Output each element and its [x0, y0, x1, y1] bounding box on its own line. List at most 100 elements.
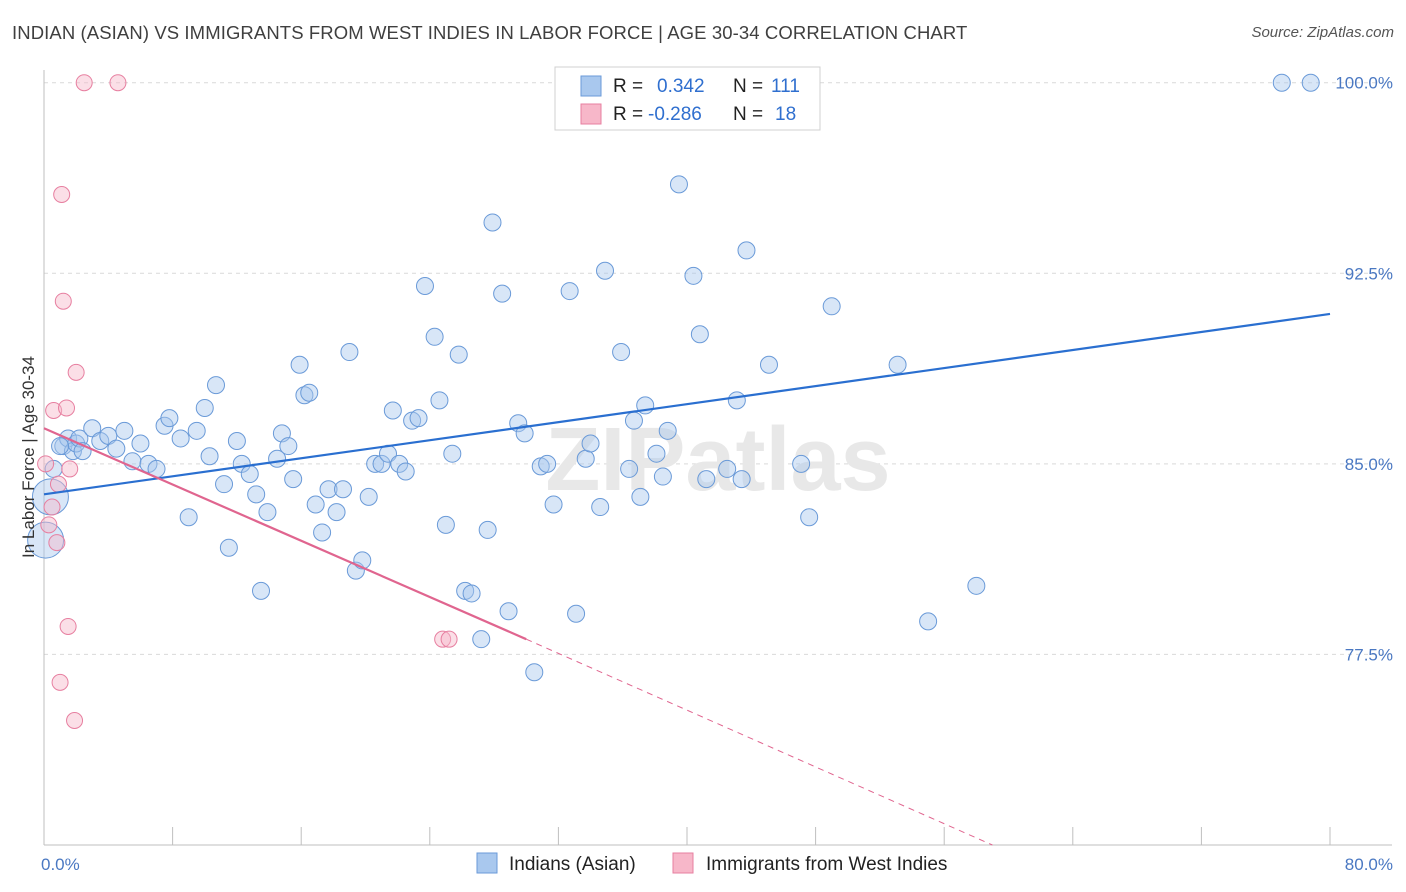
trend-line-indians-asian: [43, 312, 1331, 496]
watermark: ZIPatlas: [545, 410, 890, 510]
bottom-legend-swatch-pink: [672, 852, 694, 874]
legend-r-value-1: 0.342: [657, 76, 705, 97]
legend-r-label-2: R =: [613, 104, 643, 125]
data-point-indians-asian: [653, 467, 672, 486]
data-point-indians-asian: [160, 409, 179, 428]
data-point-indians-asian: [340, 343, 359, 362]
data-point-west-indies: [67, 363, 85, 381]
data-point-indians-asian: [179, 508, 198, 527]
data-point-indians-asian: [436, 515, 455, 534]
data-point-indians-asian: [99, 426, 118, 445]
data-point-indians-asian: [567, 604, 586, 623]
data-point-indians-asian: [800, 508, 819, 527]
data-point-west-indies: [40, 516, 58, 534]
series-legend: Indians (Asian) Immigrants from West Ind…: [476, 852, 947, 875]
data-point-indians-asian: [171, 429, 190, 448]
data-point-indians-asian: [620, 459, 639, 478]
data-point-indians-asian: [647, 444, 666, 463]
data-point-west-indies: [109, 74, 127, 92]
data-point-west-indies: [61, 460, 79, 478]
legend-r-value-2: -0.286: [648, 104, 702, 125]
data-point-indians-asian: [313, 523, 332, 542]
data-point-indians-asian: [252, 581, 271, 600]
stats-legend: R = 0.342 N = 111 R = -0.286 N = 18: [554, 66, 821, 131]
data-point-indians-asian: [430, 391, 449, 410]
data-point-indians-asian: [591, 498, 610, 517]
data-point-indians-asian: [240, 465, 259, 484]
data-point-indians-asian: [483, 213, 502, 232]
data-point-indians-asian: [200, 447, 219, 466]
data-point-indians-asian: [83, 419, 102, 438]
data-point-indians-asian: [396, 462, 415, 481]
data-point-indians-asian: [443, 444, 462, 463]
data-point-indians-asian: [544, 495, 563, 514]
data-point-west-indies: [75, 74, 93, 92]
legend-n-label-1: N =: [733, 76, 763, 97]
data-point-indians-asian: [131, 434, 150, 453]
data-point-indians-asian: [366, 454, 385, 473]
data-point-west-indies: [45, 401, 63, 419]
data-point-indians-asian: [333, 480, 352, 499]
x-tick-labels: 0.0% 80.0%: [41, 855, 1393, 874]
legend-r-label-1: R =: [613, 76, 643, 97]
data-point-indians-asian: [215, 475, 234, 494]
data-point-indians-asian: [372, 454, 391, 473]
data-point-indians-asian: [327, 503, 346, 522]
data-point-indians-asian: [425, 327, 444, 346]
data-point-indians-asian: [415, 276, 434, 295]
legend-swatch-pink: [580, 103, 602, 125]
legend-swatch-blue: [580, 75, 602, 97]
data-point-west-indies: [54, 292, 72, 310]
data-point-indians-asian: [576, 449, 595, 468]
data-point-west-indies: [53, 186, 71, 204]
data-point-indians-asian: [515, 424, 534, 443]
data-point-west-indies: [59, 617, 77, 635]
data-point-indians-asian: [919, 612, 938, 631]
grid-lines: [44, 82, 1392, 655]
data-point-indians-asian: [684, 266, 703, 285]
data-point-indians-asian: [718, 459, 737, 478]
data-point-west-indies: [37, 455, 55, 473]
y-tick-label: 77.5%: [1345, 645, 1393, 664]
data-point-indians-asian: [359, 487, 378, 506]
data-point-indians-asian: [658, 421, 677, 440]
trend-line-west-indies: [43, 427, 527, 641]
axes: [43, 70, 1392, 846]
data-point-indians-asian: [227, 431, 246, 450]
data-point-indians-asian: [284, 470, 303, 489]
data-point-indians-asian: [207, 376, 226, 395]
data-point-indians-asian: [306, 495, 325, 514]
data-point-indians-asian: [727, 391, 746, 410]
trend-line-west-indies-extension: [526, 638, 993, 846]
data-point-indians-asian: [27, 521, 65, 559]
data-point-indians-asian: [792, 454, 811, 473]
data-point-west-indies: [440, 630, 458, 648]
data-point-west-indies: [66, 711, 84, 729]
data-point-indians-asian: [383, 401, 402, 420]
data-point-indians-asian: [737, 241, 756, 260]
data-point-indians-asian: [1301, 73, 1320, 92]
data-point-indians-asian: [538, 454, 557, 473]
bottom-legend-label-2: Immigrants from West Indies: [706, 854, 947, 875]
data-point-indians-asian: [449, 345, 468, 364]
data-point-indians-asian: [409, 409, 428, 428]
data-point-indians-asian: [115, 421, 134, 440]
series-indians-asian: [27, 73, 1320, 682]
data-point-indians-asian: [219, 538, 238, 557]
y-tick-label: 92.5%: [1345, 264, 1393, 283]
data-point-indians-asian: [300, 383, 319, 402]
series-immigrants-west-indies: [37, 74, 458, 729]
data-point-indians-asian: [560, 282, 579, 301]
data-point-west-indies: [58, 399, 76, 417]
data-point-indians-asian: [247, 485, 266, 504]
data-point-indians-asian: [195, 398, 214, 417]
data-point-west-indies: [434, 630, 452, 648]
data-point-indians-asian: [732, 470, 751, 489]
data-point-indians-asian: [472, 630, 491, 649]
data-point-indians-asian: [319, 480, 338, 499]
data-point-indians-asian: [822, 297, 841, 316]
data-point-indians-asian: [697, 470, 716, 489]
data-point-indians-asian: [290, 355, 309, 374]
y-axis-label: In Labor Force | Age 30-34: [19, 356, 38, 558]
